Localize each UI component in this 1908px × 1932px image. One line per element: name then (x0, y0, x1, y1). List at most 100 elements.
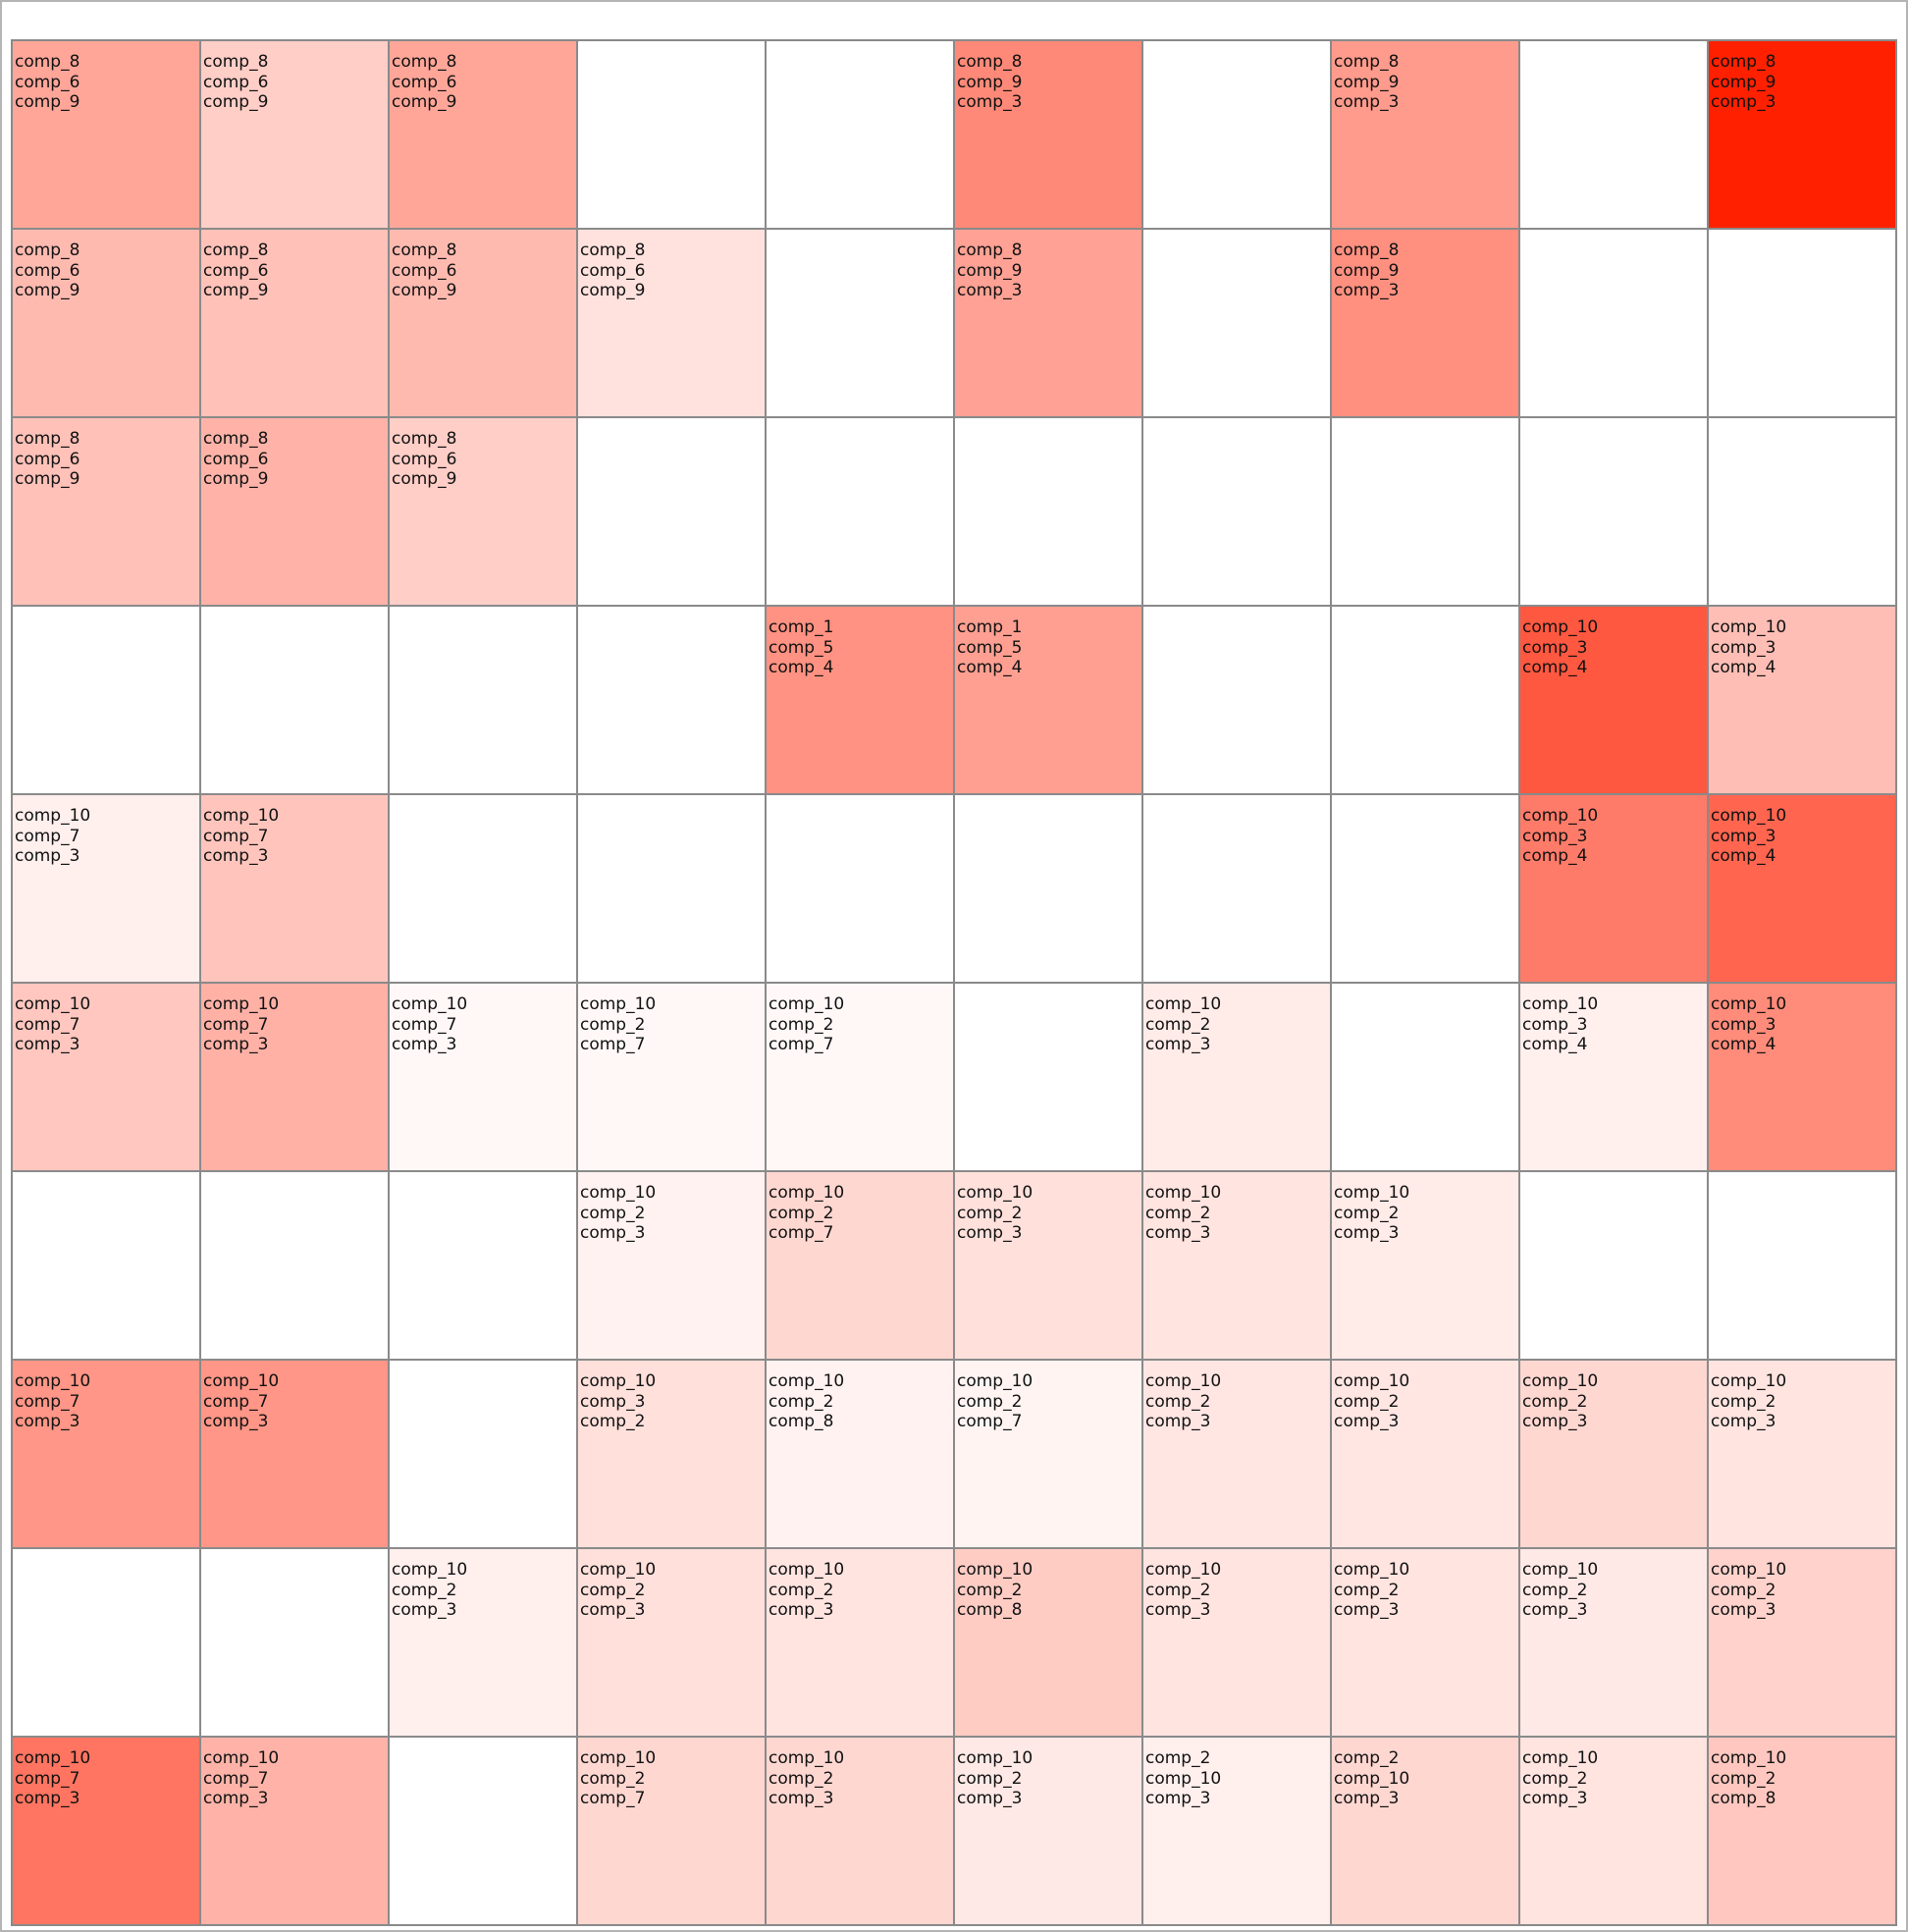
cell-label: comp_10 (580, 1183, 657, 1203)
cell-labels: comp_10 comp_2 comp_3 (1334, 1183, 1409, 1244)
cell-label: comp_10 (1145, 1768, 1222, 1789)
cell-label: comp_3 (15, 1789, 80, 1808)
cell-label: comp_3 (1334, 1789, 1400, 1808)
cell-label: comp_9 (203, 92, 269, 112)
heatmap-cell (955, 418, 1143, 607)
cell-label: comp_4 (1711, 846, 1776, 866)
cell-label: comp_10 (580, 994, 657, 1014)
cell-label: comp_2 (1711, 1768, 1776, 1789)
cell-labels: comp_8 comp_9 comp_3 (1334, 241, 1399, 301)
heatmap-cell: comp_10 comp_2 comp_3 (1520, 1549, 1709, 1738)
cell-label: comp_4 (1711, 658, 1776, 677)
cell-label: comp_9 (392, 469, 457, 489)
heatmap-cell (578, 607, 767, 795)
cell-label: comp_9 (580, 281, 646, 300)
heatmap-cell: comp_8 comp_6 comp_9 (201, 41, 390, 230)
cell-label: comp_2 (580, 1768, 646, 1789)
cell-label: comp_3 (1334, 1600, 1400, 1620)
cell-labels: comp_1 comp_5 comp_4 (957, 617, 1022, 678)
cell-label: comp_10 (15, 806, 91, 826)
cell-label: comp_10 (957, 1560, 1034, 1580)
cell-label: comp_10 (392, 994, 468, 1014)
cell-label: comp_3 (1334, 1412, 1400, 1431)
cell-labels: comp_10 comp_2 comp_3 (957, 1183, 1033, 1244)
heatmap-cell: comp_8 comp_6 comp_9 (390, 230, 578, 418)
cell-label: comp_7 (768, 1223, 834, 1243)
heatmap-cell: comp_10 comp_2 comp_7 (578, 984, 767, 1172)
cell-labels: comp_10 comp_2 comp_3 (1145, 1183, 1221, 1244)
heatmap-cell: comp_10 comp_3 comp_4 (1709, 607, 1897, 795)
cell-labels: comp_10 comp_2 comp_3 (768, 1560, 844, 1621)
heatmap-cell (955, 795, 1143, 984)
cell-label: comp_2 (1711, 1580, 1776, 1600)
cell-label: comp_2 (1522, 1768, 1588, 1789)
cell-label: comp_3 (957, 281, 1023, 300)
cell-label: comp_10 (1711, 1560, 1787, 1580)
heatmap-cell (767, 418, 955, 607)
heatmap-cell (1143, 795, 1332, 984)
cell-label: comp_10 (1145, 1183, 1222, 1203)
cell-label: comp_10 (203, 806, 280, 826)
cell-label: comp_6 (15, 72, 80, 92)
cell-label: comp_8 (580, 241, 646, 260)
cell-label: comp_9 (392, 281, 457, 300)
cell-label: comp_3 (15, 1035, 80, 1054)
cell-labels: comp_2 comp_10 comp_3 (1334, 1748, 1409, 1809)
cell-label: comp_6 (15, 260, 80, 281)
cell-label: comp_10 (1522, 617, 1599, 637)
cell-label: comp_10 (15, 994, 91, 1014)
cell-labels: comp_10 comp_7 comp_3 (15, 1748, 90, 1809)
heatmap-cell (1520, 230, 1709, 418)
cell-labels: comp_8 comp_6 comp_9 (203, 52, 268, 113)
heatmap-cell: comp_2 comp_10 comp_3 (1332, 1738, 1520, 1926)
heatmap-cell: comp_10 comp_7 comp_3 (13, 984, 201, 1172)
cell-label: comp_2 (580, 1580, 646, 1600)
cell-labels: comp_10 comp_2 comp_3 (1711, 1560, 1786, 1621)
cell-label: comp_10 (1522, 1371, 1599, 1391)
cell-label: comp_3 (1145, 1035, 1211, 1054)
cell-label: comp_7 (203, 1768, 269, 1789)
cell-labels: comp_10 comp_2 comp_3 (1334, 1560, 1409, 1621)
cell-label: comp_10 (1711, 1748, 1787, 1768)
heatmap-cell (1143, 607, 1332, 795)
cell-labels: comp_10 comp_2 comp_3 (580, 1560, 656, 1621)
cell-label: comp_8 (15, 52, 80, 72)
cell-labels: comp_8 comp_6 comp_9 (15, 429, 80, 490)
cell-label: comp_3 (1711, 826, 1776, 846)
cell-label: comp_8 (15, 241, 80, 260)
cell-label: comp_2 (580, 1014, 646, 1035)
cell-label: comp_3 (15, 846, 80, 866)
cell-label: comp_2 (1522, 1580, 1588, 1600)
cell-label: comp_2 (1145, 1391, 1211, 1412)
cell-label: comp_2 (392, 1580, 457, 1600)
heatmap-cell: comp_8 comp_9 comp_3 (955, 41, 1143, 230)
cell-label: comp_2 (1522, 1391, 1588, 1412)
cell-label: comp_4 (1522, 658, 1588, 677)
heatmap-cell (1332, 418, 1520, 607)
cell-label: comp_7 (15, 1014, 80, 1035)
cell-label: comp_10 (1334, 1371, 1410, 1391)
cell-label: comp_8 (957, 241, 1023, 260)
cell-label: comp_3 (1334, 92, 1400, 112)
cell-label: comp_8 (768, 1412, 834, 1431)
cell-label: comp_10 (1711, 994, 1787, 1014)
cell-label: comp_6 (203, 449, 269, 469)
cell-label: comp_3 (957, 1789, 1023, 1808)
cell-labels: comp_10 comp_7 comp_3 (203, 806, 279, 867)
heatmap-cell: comp_8 comp_9 comp_3 (1709, 41, 1897, 230)
cell-label: comp_10 (768, 1748, 845, 1768)
cell-label: comp_9 (957, 260, 1023, 281)
cell-label: comp_9 (392, 92, 457, 112)
heatmap-cell (1520, 41, 1709, 230)
cell-label: comp_7 (15, 826, 80, 846)
heatmap-cell: comp_2 comp_10 comp_3 (1143, 1738, 1332, 1926)
heatmap-cell: comp_10 comp_2 comp_3 (955, 1738, 1143, 1926)
heatmap-cell: comp_10 comp_2 comp_3 (955, 1172, 1143, 1361)
cell-label: comp_7 (203, 1014, 269, 1035)
cell-labels: comp_10 comp_2 comp_8 (1711, 1748, 1786, 1809)
cell-label: comp_2 (1711, 1391, 1776, 1412)
heatmap-cell: comp_10 comp_7 comp_3 (201, 1361, 390, 1549)
cell-labels: comp_8 comp_6 comp_9 (392, 52, 456, 113)
heatmap-cell: comp_10 comp_2 comp_3 (390, 1549, 578, 1738)
